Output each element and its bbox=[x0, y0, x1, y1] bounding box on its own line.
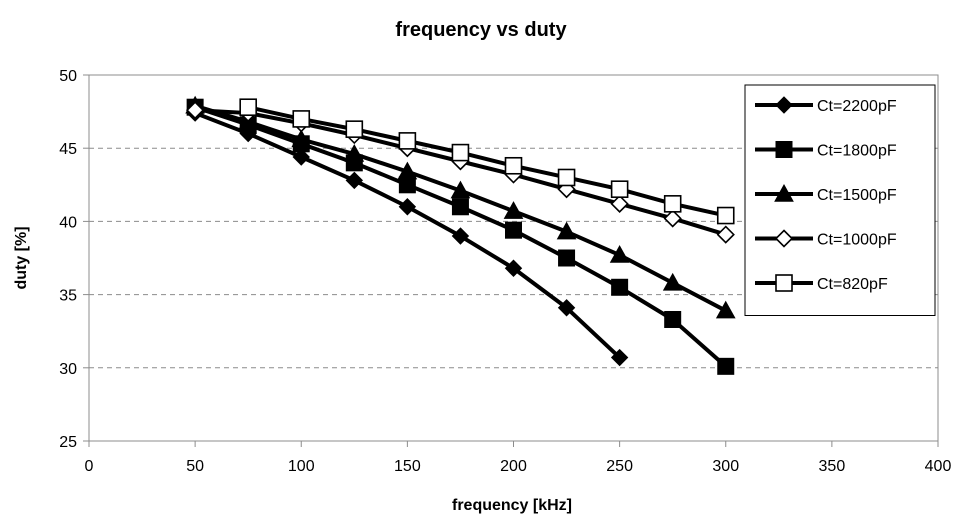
legend-label-2: Ct=1800pF bbox=[817, 143, 897, 160]
series-2-point-10 bbox=[664, 310, 682, 328]
x-tick-label-300: 300 bbox=[712, 458, 739, 475]
series-1-point-8 bbox=[557, 299, 576, 317]
series-4-point-1 bbox=[185, 101, 205, 120]
series-5-point-9 bbox=[663, 195, 682, 213]
series-5-point-6 bbox=[504, 156, 523, 175]
y-tick-label-45: 45 bbox=[59, 141, 77, 158]
series-3-point-7 bbox=[503, 201, 524, 219]
legend-marker-5 bbox=[775, 274, 793, 292]
legend-label-3: Ct=1500pF bbox=[817, 187, 897, 204]
x-tick-label-150: 150 bbox=[394, 458, 421, 475]
series-4-point-11 bbox=[716, 225, 735, 244]
series-5-point-3 bbox=[345, 120, 364, 138]
x-tick-label-250: 250 bbox=[606, 458, 633, 475]
series-2-point-6 bbox=[451, 198, 469, 216]
chart-title: frequency vs duty bbox=[395, 19, 567, 41]
series-3-point-4 bbox=[344, 144, 365, 162]
x-tick-label-0: 0 bbox=[85, 458, 94, 475]
x-tick-label-400: 400 bbox=[925, 458, 952, 475]
series-2-point-8 bbox=[558, 249, 576, 267]
series-4-point-9 bbox=[610, 194, 629, 213]
series-1-point-9 bbox=[610, 348, 629, 367]
x-tick-label-50: 50 bbox=[186, 458, 204, 475]
series-5-point-2 bbox=[292, 110, 311, 128]
series-3-point-8 bbox=[556, 221, 577, 240]
series-1-point-4 bbox=[345, 171, 364, 190]
series-5-point-7 bbox=[557, 168, 576, 187]
series-2-point-11 bbox=[717, 357, 735, 375]
series-5-point-8 bbox=[610, 180, 629, 198]
series-3-point-6 bbox=[450, 180, 471, 199]
y-tick-label-40: 40 bbox=[59, 214, 77, 231]
series-4-point-10 bbox=[663, 209, 682, 228]
x-axis-title: frequency [kHz] bbox=[452, 497, 572, 514]
series-5-point-4 bbox=[398, 132, 417, 150]
series-5-point-5 bbox=[451, 143, 470, 162]
series-5-point-1 bbox=[239, 98, 257, 117]
series-3-point-11 bbox=[715, 300, 736, 319]
y-tick-label-35: 35 bbox=[59, 288, 77, 305]
y-tick-label-25: 25 bbox=[59, 434, 77, 451]
legend-label-5: Ct=820pF bbox=[817, 276, 888, 293]
plot-area: 0 50 100 150 200 250 300 350 400 25 30 35 40 45 50 bbox=[59, 68, 951, 475]
series-1-point-6 bbox=[451, 227, 470, 245]
series-5-point-10 bbox=[716, 206, 735, 225]
y-axis-title: duty [%] bbox=[13, 226, 30, 289]
legend-marker-1 bbox=[775, 96, 793, 114]
legend-marker-3 bbox=[774, 183, 794, 202]
legend-label-4: Ct=1000pF bbox=[817, 232, 897, 249]
x-tick-label-200: 200 bbox=[500, 458, 527, 475]
legend: Ct=2200pF Ct=1800pF Ct=1500pF Ct=1000pF Ct=8… bbox=[744, 84, 936, 316]
legend-marker-2 bbox=[775, 141, 793, 158]
series-1-point-5 bbox=[398, 198, 417, 216]
x-tick-label-100: 100 bbox=[288, 458, 315, 475]
series-3-point-5 bbox=[397, 161, 418, 180]
series-1-point-7 bbox=[504, 259, 523, 277]
series-2-point-9 bbox=[611, 278, 629, 296]
series-line-5 bbox=[247, 105, 727, 218]
series-2-point-7 bbox=[505, 221, 522, 239]
series-3-point-3 bbox=[291, 129, 312, 148]
x-tick-label-350: 350 bbox=[819, 458, 846, 475]
series-3-point-9 bbox=[609, 245, 630, 263]
series-1-point-3 bbox=[292, 148, 310, 166]
legend-label-1: Ct=2200pF bbox=[817, 98, 897, 115]
series-3-point-10 bbox=[662, 272, 683, 291]
y-tick-label-50: 50 bbox=[59, 68, 77, 85]
y-tick-label-30: 30 bbox=[59, 361, 77, 378]
legend-marker-4 bbox=[774, 229, 794, 248]
